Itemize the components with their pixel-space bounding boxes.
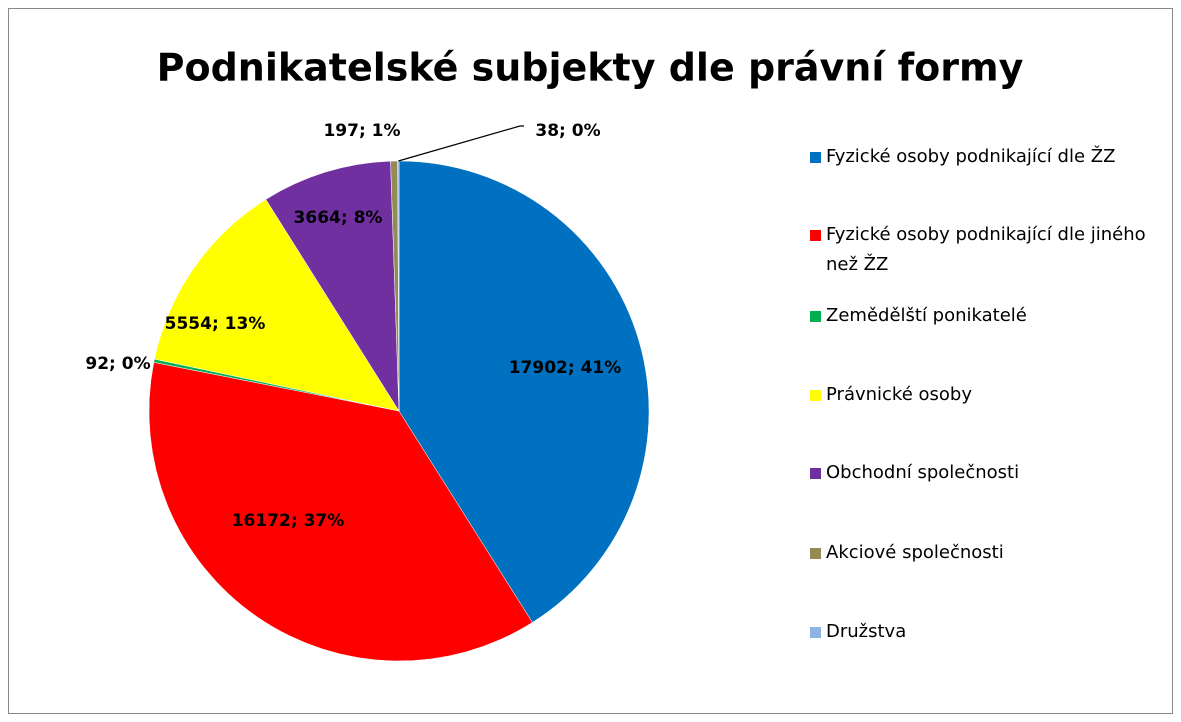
- legend-label: Právnické osoby: [826, 384, 972, 405]
- data-label: 5554; 13%: [165, 314, 266, 334]
- legend-label: Fyzické osoby podnikající dle jiného než…: [826, 224, 1146, 275]
- legend-label: Družstva: [826, 621, 907, 642]
- pie-slice: [154, 199, 400, 412]
- leader-line: [398, 125, 524, 162]
- legend-swatch: [810, 152, 821, 163]
- pie-slice: [148, 362, 533, 662]
- chart-title: Podnikatelské subjekty dle právní formy: [157, 46, 1024, 90]
- data-label: 3664; 8%: [294, 208, 383, 228]
- data-label: 92; 0%: [85, 354, 150, 374]
- legend-swatch: [810, 548, 821, 559]
- legend-swatch: [810, 468, 821, 479]
- legend-label: Akciové společnosti: [826, 542, 1004, 563]
- legend-label: Fyzické osoby podnikající dle ŽZ: [826, 146, 1116, 167]
- data-label: 38; 0%: [535, 121, 600, 141]
- pie-slice: [398, 160, 650, 623]
- data-label: 16172; 37%: [232, 511, 345, 531]
- data-label: 197; 1%: [323, 121, 400, 141]
- legend-label: Obchodní společnosti: [826, 462, 1020, 483]
- legend-swatch: [810, 390, 821, 401]
- legend-swatch: [810, 311, 821, 322]
- data-label: 17902; 41%: [509, 358, 622, 378]
- legend-label: Zemědělští ponikatelé: [826, 305, 1027, 326]
- pie-slice: [265, 160, 400, 412]
- legend-swatch: [810, 230, 821, 241]
- legend-swatch: [810, 627, 821, 638]
